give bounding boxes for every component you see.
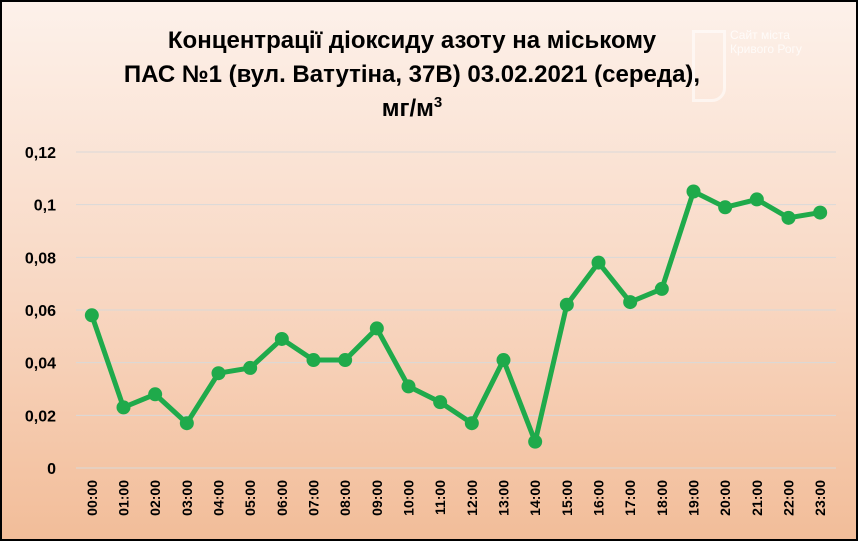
data-point	[559, 297, 574, 312]
data-point	[179, 416, 194, 431]
x-tick-label: 09:00	[369, 480, 385, 516]
data-point	[464, 416, 479, 431]
x-tick-label: 03:00	[179, 480, 195, 516]
data-point	[781, 210, 796, 225]
chart-title-line-3: мг/м3	[62, 92, 762, 126]
watermark-logo	[692, 30, 726, 102]
data-point	[243, 360, 258, 375]
y-axis-ticks: 0 0,02 0,04 0,06 0,08 0,1 0,12	[25, 145, 56, 478]
y-tick-label: 0,02	[25, 408, 56, 425]
data-point	[148, 387, 163, 402]
data-point	[401, 379, 416, 394]
chart-title-unit-superscript: 3	[433, 94, 443, 111]
x-tick-label: 15:00	[559, 480, 575, 516]
y-tick-label: 0,08	[25, 250, 56, 267]
x-tick-label: 04:00	[211, 480, 227, 516]
data-point	[528, 434, 543, 449]
watermark-line-1: Сайт міста	[730, 28, 790, 42]
data-point	[116, 400, 131, 415]
data-point	[718, 200, 733, 215]
x-tick-label: 14:00	[527, 480, 543, 516]
x-tick-label: 05:00	[242, 480, 258, 516]
data-point	[211, 366, 226, 381]
data-point	[623, 295, 638, 310]
y-tick-label: 0,04	[25, 356, 56, 373]
x-tick-label: 16:00	[591, 480, 607, 516]
data-point	[306, 353, 321, 368]
data-point	[749, 192, 764, 207]
data-point	[496, 353, 511, 368]
y-tick-label: 0,06	[25, 303, 56, 320]
data-point	[813, 205, 828, 220]
x-tick-label: 20:00	[717, 480, 733, 516]
x-tick-label: 23:00	[812, 480, 828, 516]
data-point	[369, 321, 384, 336]
x-axis-ticks: 00:00 01:00 02:00 03:00 04:00 05:00 06:00 07:00…	[84, 480, 828, 516]
chart-title-line-2: ПАС №1 (вул. Ватутіна, 37В) 03.02.2021 (…	[123, 61, 701, 88]
x-tick-label: 02:00	[147, 480, 163, 516]
x-tick-label: 21:00	[749, 480, 765, 516]
y-tick-label: 0,1	[34, 198, 56, 215]
x-tick-label: 22:00	[781, 480, 797, 516]
chart-title-unit: мг/м	[381, 95, 434, 122]
x-tick-label: 06:00	[274, 480, 290, 516]
data-point	[686, 184, 701, 199]
watermark-line-2: Кривого Рогу	[730, 42, 802, 56]
x-tick-label: 11:00	[432, 480, 448, 515]
x-tick-label: 19:00	[686, 480, 702, 516]
series-no2	[84, 184, 828, 449]
chart-title-line-1: Концентрації діоксиду азоту на міському	[167, 27, 657, 54]
watermark-text: Сайт міста Кривого Рогу	[730, 28, 856, 56]
x-tick-label: 01:00	[116, 480, 132, 516]
x-tick-label: 18:00	[654, 480, 670, 516]
x-tick-label: 08:00	[337, 480, 353, 516]
y-tick-label: 0,12	[25, 145, 56, 162]
series-line	[89, 189, 821, 445]
data-point	[654, 281, 669, 296]
x-tick-label: 00:00	[84, 480, 100, 516]
data-point	[338, 353, 353, 368]
x-tick-label: 17:00	[622, 480, 638, 516]
data-point	[84, 308, 99, 323]
x-tick-label: 10:00	[401, 480, 417, 516]
chart-title: Концентрації діоксиду азоту на міському …	[62, 24, 762, 126]
data-point	[591, 255, 606, 270]
data-point	[274, 331, 289, 346]
y-tick-label: 0	[47, 461, 56, 478]
x-tick-label: 12:00	[464, 480, 480, 516]
x-tick-label: 13:00	[496, 480, 512, 516]
x-tick-label: 07:00	[306, 480, 322, 516]
data-point	[433, 395, 448, 410]
